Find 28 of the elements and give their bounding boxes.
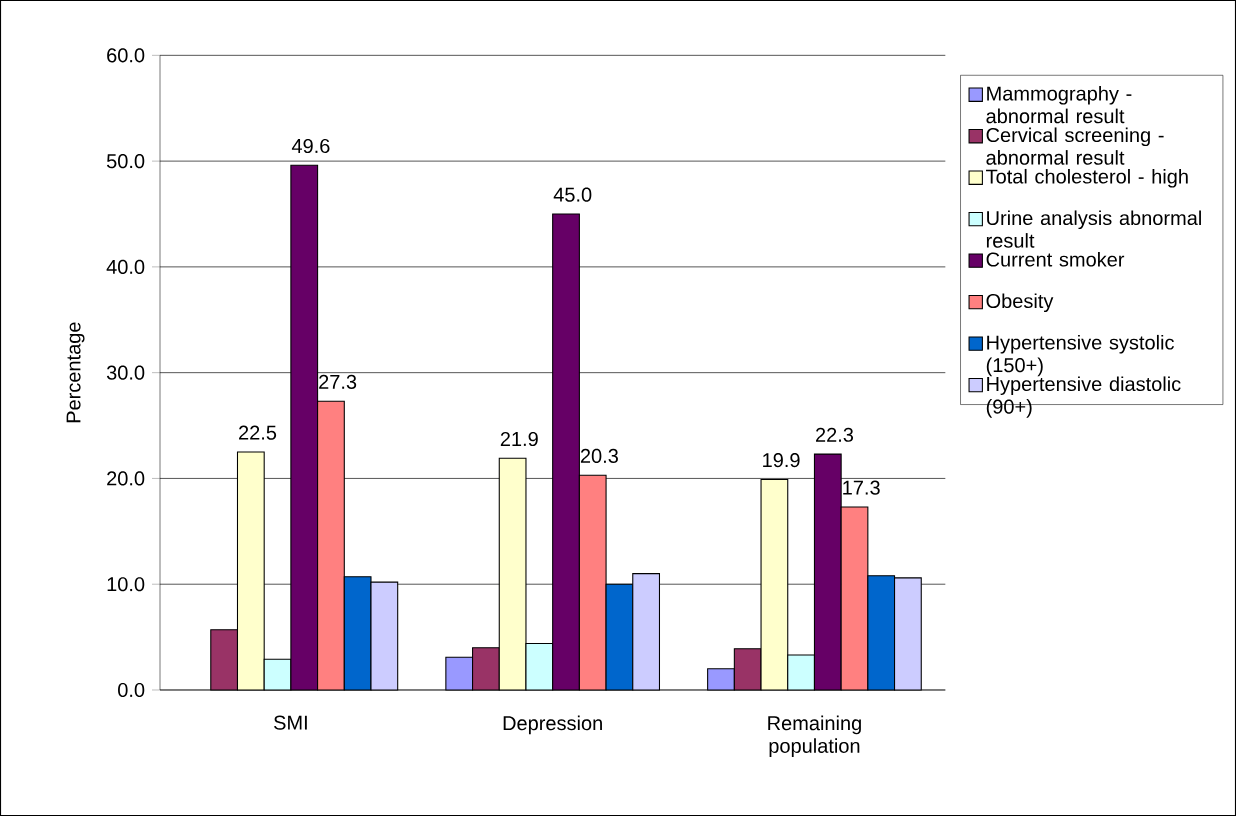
legend-label: Mammography - abnormal result — [986, 85, 1132, 124]
y-axis-title: Percentage — [66, 322, 85, 423]
legend-label: Current smoker — [986, 251, 1125, 267]
y-tick-label: 60.0 — [107, 48, 145, 63]
legend-label: Cervical screening - abnormal result — [986, 127, 1164, 165]
y-tick-label: 30.0 — [106, 365, 145, 380]
data-label: 45.0 — [553, 187, 592, 202]
y-tick-label: 10.0 — [107, 577, 145, 592]
data-label: 19.9 — [763, 453, 800, 468]
data-label: 27.3 — [319, 374, 357, 389]
legend-label: Total cholesterol - high — [986, 168, 1188, 188]
y-tick-label: 40.0 — [106, 259, 145, 274]
data-label: 22.5 — [239, 425, 277, 440]
x-tick-label: SMI — [274, 715, 307, 730]
y-tick-label: 20.0 — [107, 471, 145, 486]
y-tick-label: 50.0 — [106, 154, 145, 169]
data-label: 49.6 — [291, 138, 330, 154]
x-tick-label: Depression — [503, 715, 602, 735]
data-label: 20.3 — [580, 448, 618, 463]
legend-label: Hypertensive systolic (150+) — [986, 334, 1174, 377]
data-label: 17.3 — [843, 480, 880, 495]
data-label: 21.9 — [500, 431, 538, 447]
x-tick-label: Remaining population — [768, 715, 861, 757]
data-label: 22.3 — [816, 427, 854, 442]
legend-label: Hypertensive diastolic (90+) — [986, 376, 1181, 418]
legend-label: Obesity — [986, 293, 1054, 313]
y-tick-label: 0.0 — [118, 682, 145, 698]
legend-label: Urine analysis abnormal result — [986, 210, 1201, 248]
